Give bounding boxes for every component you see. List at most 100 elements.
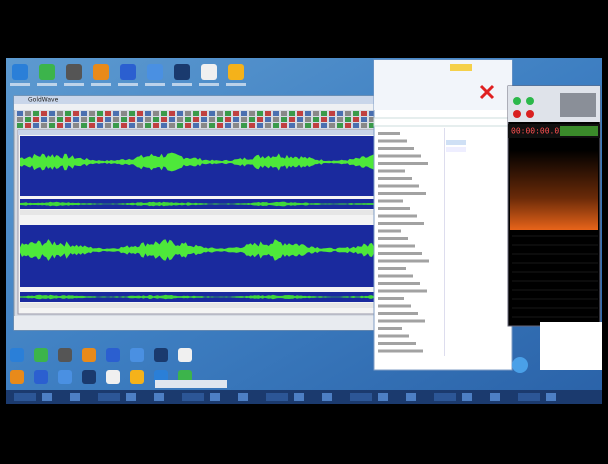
tool-button[interactable] [305,117,311,122]
tool-button[interactable] [233,123,239,128]
desktop-icon[interactable] [106,370,120,384]
tool-button[interactable] [257,123,263,128]
tool-button[interactable] [185,111,191,116]
tool-button[interactable] [361,123,367,128]
tool-button[interactable] [305,111,311,116]
tree-item[interactable] [378,192,426,195]
tool-button[interactable] [129,123,135,128]
tool-button[interactable] [73,117,79,122]
task-button[interactable] [210,393,220,401]
tool-button[interactable] [57,123,63,128]
tree-item[interactable] [378,132,400,135]
tool-button[interactable] [257,111,263,116]
tool-button[interactable] [321,111,327,116]
tool-button[interactable] [17,117,23,122]
tool-button[interactable] [281,123,287,128]
tool-button[interactable] [297,111,303,116]
tool-button[interactable] [185,117,191,122]
desktop-icon[interactable] [178,348,192,362]
tool-button[interactable] [65,111,71,116]
tool-button[interactable] [65,123,71,128]
tool-button[interactable] [289,111,295,116]
menu-bar[interactable] [14,104,390,110]
tool-button[interactable] [193,111,199,116]
desktop-icon[interactable] [201,64,217,80]
tool-button[interactable] [345,117,351,122]
tool-button[interactable] [137,123,143,128]
desktop-icon[interactable] [10,348,24,362]
tree-item[interactable] [378,289,427,293]
desktop-icon[interactable] [34,348,48,362]
tool-button[interactable] [369,123,375,128]
delete-icon[interactable] [479,84,495,100]
level-sliders[interactable] [560,93,596,117]
task-button[interactable] [154,393,164,401]
tool-button[interactable] [129,117,135,122]
tool-button[interactable] [145,123,151,128]
desktop-icon[interactable] [66,64,82,80]
task-button[interactable] [462,393,472,401]
tool-button[interactable] [337,117,343,122]
tree-item[interactable] [378,319,425,323]
play-button[interactable] [526,97,534,105]
tool-button[interactable] [41,117,47,122]
tool-button[interactable] [49,117,55,122]
desktop-icon[interactable] [174,64,190,80]
tool-button[interactable] [201,123,207,128]
task-button[interactable] [126,393,136,401]
tool-button[interactable] [217,123,223,128]
tool-button[interactable] [233,117,239,122]
tool-button[interactable] [121,117,127,122]
tree-item[interactable] [378,199,403,203]
file-item[interactable] [446,140,466,145]
tree-item[interactable] [378,207,410,210]
task-button[interactable] [490,393,500,401]
task-button[interactable] [266,393,288,401]
file-item[interactable] [446,147,466,152]
tool-button[interactable] [217,117,223,122]
task-button[interactable] [238,393,248,401]
desktop-icon[interactable] [130,348,144,362]
tool-button[interactable] [89,123,95,128]
tool-button[interactable] [153,111,159,116]
tool-button[interactable] [193,117,199,122]
tool-button[interactable] [33,111,39,116]
tool-button[interactable] [193,123,199,128]
tool-button[interactable] [369,117,375,122]
tool-button[interactable] [249,111,255,116]
tool-button[interactable] [273,117,279,122]
tool-button[interactable] [241,123,247,128]
play-button[interactable] [513,97,521,105]
tree-item[interactable] [378,169,405,173]
task-button[interactable] [518,393,540,401]
tool-button[interactable] [153,123,159,128]
tool-button[interactable] [353,123,359,128]
tool-button[interactable] [129,111,135,116]
tool-button[interactable] [57,111,63,116]
tool-button[interactable] [273,123,279,128]
tree-item[interactable] [378,267,406,270]
task-button[interactable] [406,393,416,401]
tool-button[interactable] [57,117,63,122]
tool-button[interactable] [225,117,231,122]
tool-button[interactable] [145,111,151,116]
tool-button[interactable] [185,123,191,128]
tool-button[interactable] [241,117,247,122]
desktop-icon[interactable] [39,64,55,80]
tool-button[interactable] [265,111,271,116]
tool-button[interactable] [25,111,31,116]
tool-button[interactable] [97,117,103,122]
desktop-icon[interactable] [154,348,168,362]
task-button[interactable] [546,393,556,401]
tool-button[interactable] [273,111,279,116]
tool-button[interactable] [281,117,287,122]
tool-button[interactable] [121,123,127,128]
task-button[interactable] [42,393,52,401]
tool-button[interactable] [81,123,87,128]
tool-button[interactable] [65,117,71,122]
tool-button[interactable] [137,111,143,116]
tool-button[interactable] [201,117,207,122]
tree-item[interactable] [378,274,413,278]
tree-item[interactable] [378,154,421,158]
tool-button[interactable] [249,123,255,128]
